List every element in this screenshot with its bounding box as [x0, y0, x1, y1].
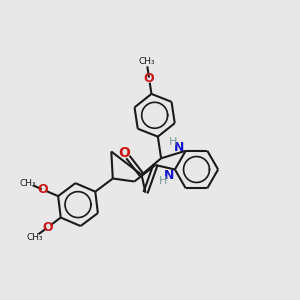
Text: CH₃: CH₃ — [138, 57, 155, 66]
Text: O: O — [144, 72, 154, 85]
Text: CH₃: CH₃ — [26, 233, 43, 242]
Text: O: O — [42, 221, 53, 234]
Text: N: N — [174, 141, 184, 154]
Text: CH₃: CH₃ — [20, 179, 36, 188]
Text: H: H — [159, 176, 168, 186]
Text: O: O — [38, 183, 48, 196]
Text: N: N — [164, 169, 175, 182]
Text: O: O — [119, 146, 130, 160]
Text: H: H — [169, 137, 177, 147]
